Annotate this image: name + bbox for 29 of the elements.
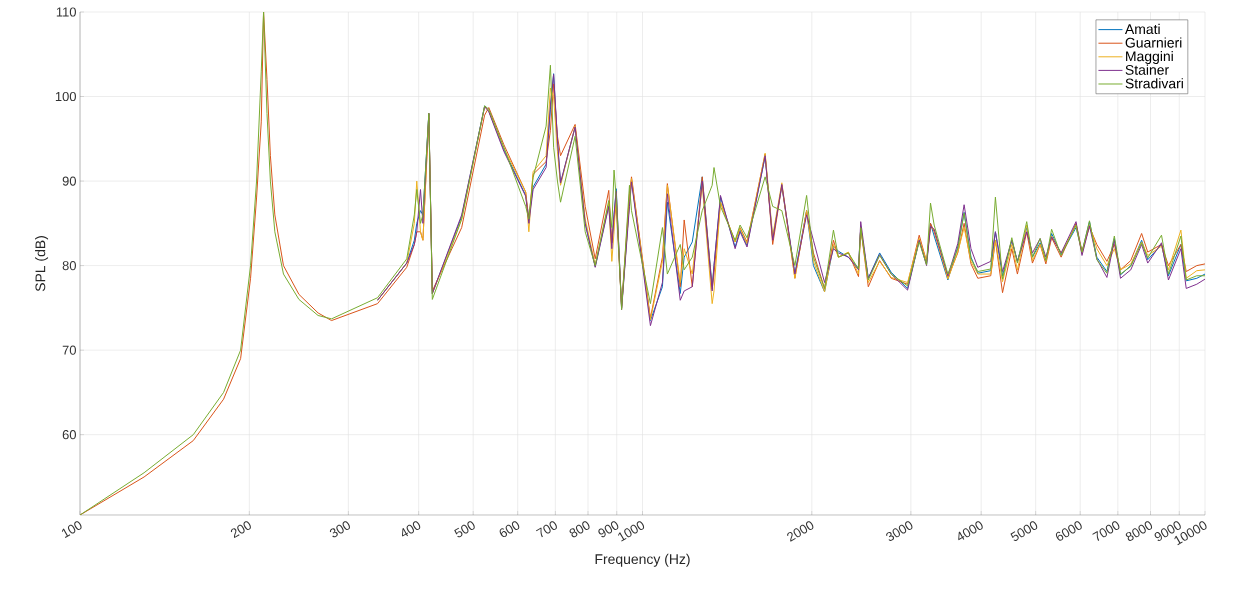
legend-label: Stainer [1125, 64, 1169, 75]
legend-label: Maggini [1126, 51, 1173, 64]
y-tick-label: 80 [62, 261, 76, 271]
x-tick-label: 400 [401, 521, 421, 537]
y-tick-label: 110 [56, 7, 76, 17]
x-tick-label: 200 [230, 521, 251, 539]
x-tick-label: 4000 [958, 521, 983, 541]
x-tick-label: 8000 [1125, 521, 1153, 541]
y-tick-label: 70 [62, 345, 76, 355]
x-tick-label: 800 [569, 521, 590, 538]
x-tick-label: 300 [329, 521, 350, 538]
legend-label: Stradivari [1125, 78, 1183, 89]
y-tick-label: 100 [55, 91, 76, 102]
x-tick-label: 500 [454, 521, 475, 538]
x-tick-label: 5000 [1010, 521, 1038, 541]
x-tick-label: 700 [536, 521, 557, 538]
x-tick-label: 900 [598, 521, 619, 538]
legend-label: Amati [1124, 23, 1160, 35]
legend-label: Guarnieri [1125, 37, 1182, 48]
x-tick-label: 1000 [618, 521, 645, 542]
y-tick-label: 60 [62, 430, 76, 440]
x-tick-label: 2000 [787, 521, 814, 542]
x-tick-label: 3000 [886, 521, 913, 541]
x-tick-label: 7000 [1092, 521, 1120, 541]
y-tick-label: 90 [62, 176, 76, 186]
y-axis-title: SPL (dB) [35, 236, 49, 292]
x-tick-label: 600 [499, 521, 520, 538]
x-axis-title: Frequency (Hz) [595, 553, 690, 567]
x-tick-label: 6000 [1055, 521, 1082, 541]
